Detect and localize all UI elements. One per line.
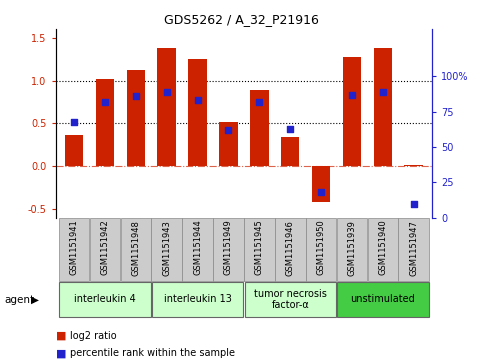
Bar xyxy=(59,218,89,281)
Point xyxy=(70,119,78,125)
Text: agent: agent xyxy=(5,295,35,305)
Text: GSM1151941: GSM1151941 xyxy=(70,220,79,276)
Text: ▶: ▶ xyxy=(31,295,39,305)
Bar xyxy=(59,282,151,317)
Bar xyxy=(306,218,336,281)
Text: GSM1151943: GSM1151943 xyxy=(162,220,171,276)
Bar xyxy=(250,90,269,166)
Text: ■: ■ xyxy=(56,348,66,358)
Point xyxy=(163,89,170,95)
Point xyxy=(348,92,356,98)
Bar xyxy=(337,218,367,281)
Bar xyxy=(404,164,423,166)
Text: interleukin 13: interleukin 13 xyxy=(164,294,231,305)
Point xyxy=(379,89,387,95)
Text: GSM1151939: GSM1151939 xyxy=(347,220,356,276)
Bar xyxy=(275,218,306,281)
Text: GSM1151948: GSM1151948 xyxy=(131,220,141,276)
Point xyxy=(132,93,140,99)
Text: GSM1151946: GSM1151946 xyxy=(286,220,295,276)
Point xyxy=(194,97,201,103)
Text: GDS5262 / A_32_P21916: GDS5262 / A_32_P21916 xyxy=(164,13,319,26)
Bar xyxy=(219,122,238,166)
Bar xyxy=(65,135,84,166)
Text: GSM1151947: GSM1151947 xyxy=(409,220,418,276)
Bar xyxy=(244,282,336,317)
Text: GSM1151942: GSM1151942 xyxy=(100,220,110,276)
Text: GSM1151949: GSM1151949 xyxy=(224,220,233,276)
Text: ■: ■ xyxy=(56,331,66,341)
Bar xyxy=(152,282,243,317)
Point xyxy=(256,99,263,105)
Bar xyxy=(374,48,392,166)
Bar xyxy=(368,218,398,281)
Bar xyxy=(152,218,182,281)
Bar xyxy=(188,59,207,166)
Point xyxy=(101,99,109,105)
Bar xyxy=(121,218,151,281)
Bar xyxy=(244,218,275,281)
Bar xyxy=(398,218,429,281)
Text: log2 ratio: log2 ratio xyxy=(70,331,117,341)
Text: GSM1151940: GSM1151940 xyxy=(378,220,387,276)
Text: tumor necrosis
factor-α: tumor necrosis factor-α xyxy=(254,289,327,310)
Bar xyxy=(90,218,120,281)
Bar xyxy=(213,218,244,281)
Text: GSM1151944: GSM1151944 xyxy=(193,220,202,276)
Bar xyxy=(96,79,114,166)
Bar xyxy=(157,48,176,166)
Text: GSM1151950: GSM1151950 xyxy=(317,220,326,276)
Point xyxy=(225,127,232,133)
Text: interleukin 4: interleukin 4 xyxy=(74,294,136,305)
Point xyxy=(317,189,325,195)
Text: unstimulated: unstimulated xyxy=(351,294,415,305)
Point xyxy=(286,126,294,131)
Bar xyxy=(312,166,330,202)
Bar xyxy=(343,57,361,166)
Bar xyxy=(281,137,299,166)
Bar xyxy=(337,282,428,317)
Bar xyxy=(182,218,213,281)
Bar xyxy=(127,70,145,166)
Text: percentile rank within the sample: percentile rank within the sample xyxy=(70,348,235,358)
Point xyxy=(410,201,418,207)
Text: GSM1151945: GSM1151945 xyxy=(255,220,264,276)
